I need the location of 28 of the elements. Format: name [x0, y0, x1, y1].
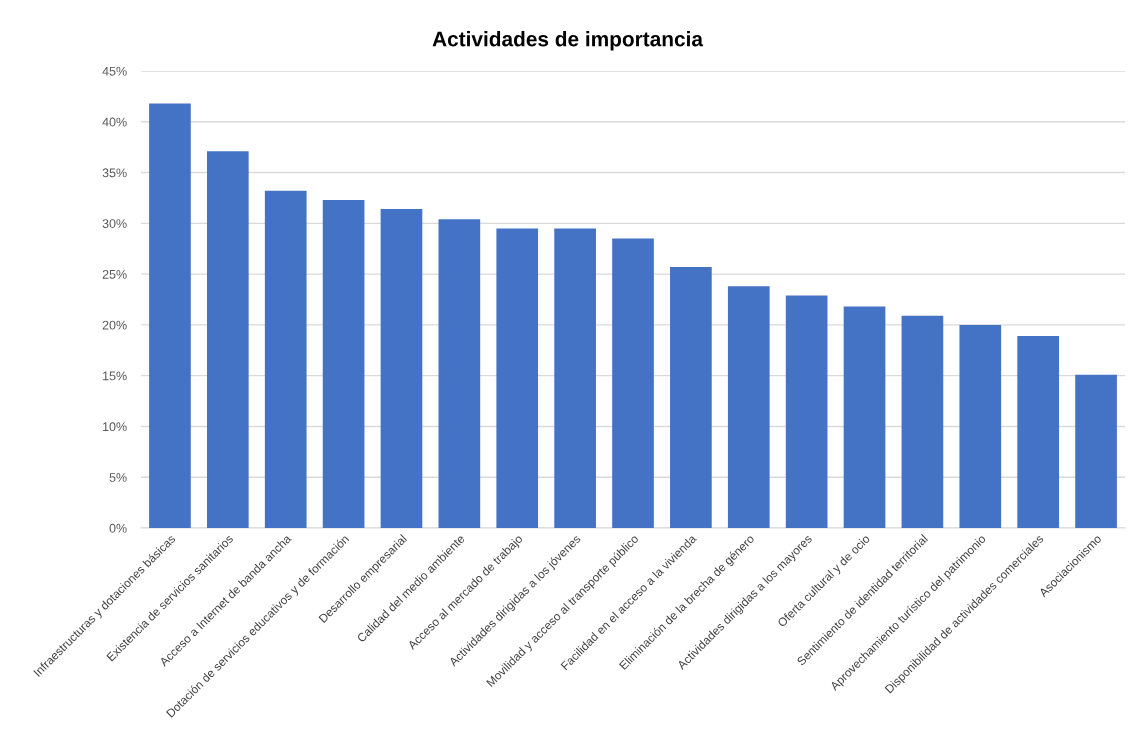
bar — [959, 324, 1002, 528]
bar — [554, 228, 596, 528]
bar — [322, 199, 365, 528]
bar — [496, 228, 539, 528]
bar — [264, 190, 307, 528]
bar — [843, 306, 886, 528]
bar — [1075, 374, 1117, 528]
bar — [149, 103, 191, 528]
chart-title: Actividades de importancia — [432, 31, 704, 51]
y-tick-label: 40% — [102, 117, 127, 127]
y-tick-label: 0% — [109, 523, 127, 533]
bar — [380, 209, 423, 528]
bar — [1017, 336, 1060, 528]
bar — [206, 151, 249, 528]
y-tick-label: 45% — [102, 66, 127, 76]
y-tick-label: 25% — [102, 269, 127, 279]
bar — [727, 286, 770, 528]
y-tick-label: 20% — [102, 320, 127, 330]
y-tick-label: 35% — [102, 168, 127, 178]
y-tick-label: 30% — [102, 219, 127, 228]
y-tick-label: 5% — [109, 473, 127, 482]
bar — [901, 315, 944, 528]
bar — [785, 295, 828, 528]
bar — [670, 267, 712, 528]
y-tick-label: 10% — [103, 422, 127, 432]
bar — [612, 238, 654, 528]
y-tick-label: 15% — [103, 371, 127, 381]
bar — [438, 219, 481, 528]
